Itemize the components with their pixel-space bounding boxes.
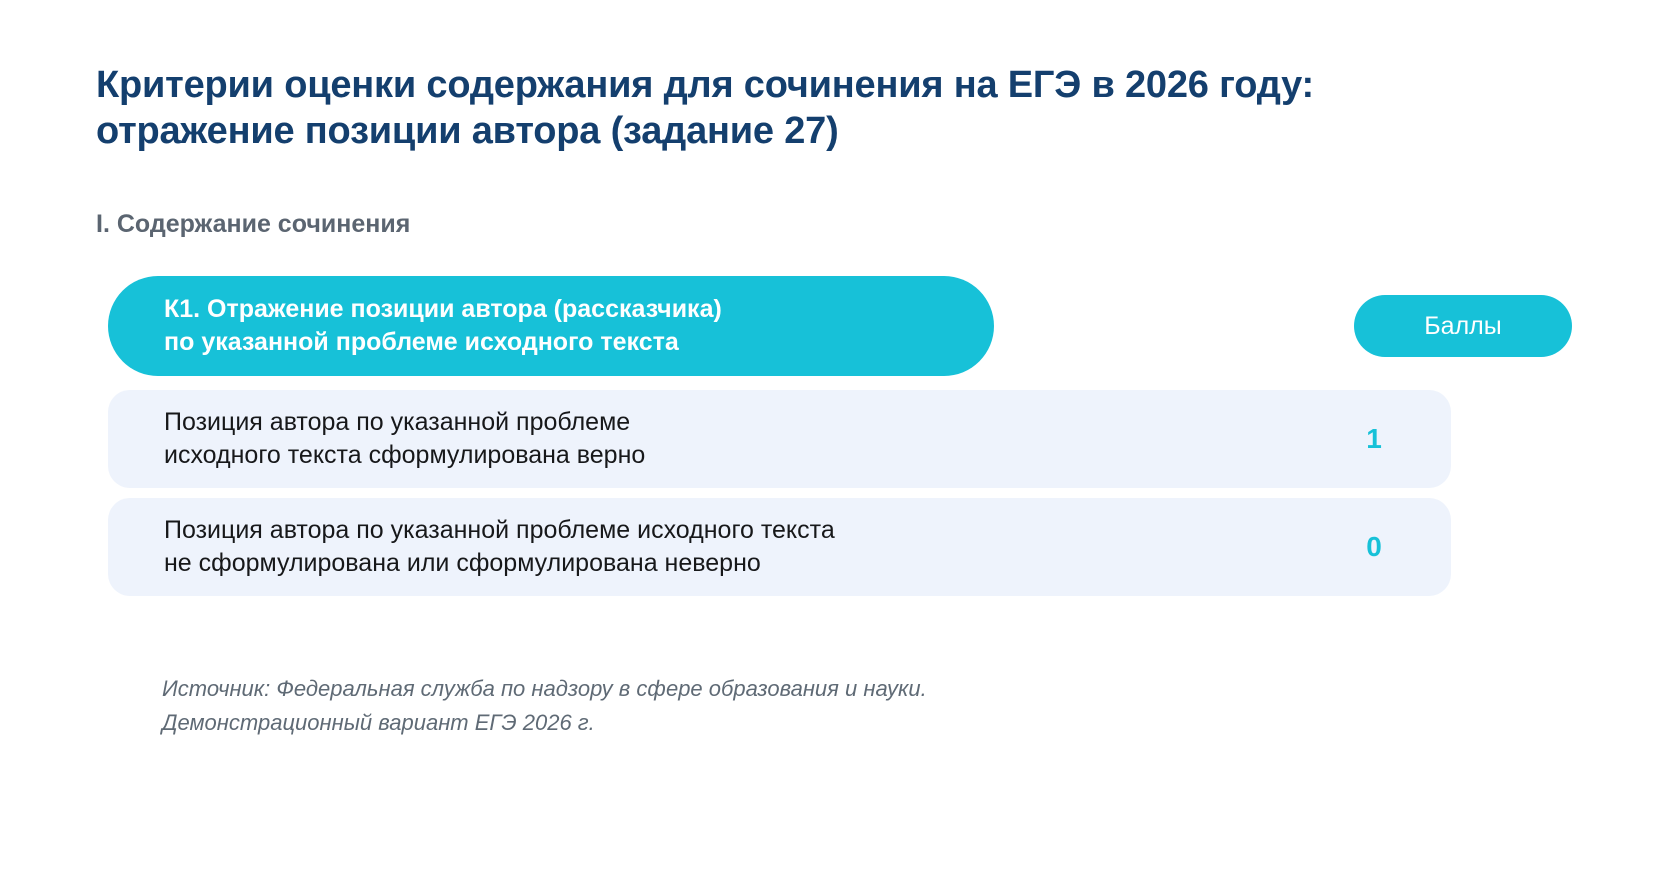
page-title-line-2: отражение позиции автора (задание 27) — [96, 110, 839, 152]
page-title-line-1: Критерии оценки содержания для сочинения… — [96, 64, 1314, 106]
table-row: Позиция автора по указанной проблеме исх… — [108, 498, 1572, 596]
criteria-table: К1. Отражение позиции автора (рассказчик… — [108, 276, 1572, 606]
criterion-text-line-2: исходного текста сформулирована верно — [164, 441, 646, 469]
source-note-line-1: Источник: Федеральная служба по надзору … — [162, 676, 927, 701]
table-header-row: К1. Отражение позиции автора (рассказчик… — [108, 276, 1572, 380]
criterion-text-pill: Позиция автора по указанной проблеме исх… — [108, 498, 1451, 596]
criterion-header-line-2: по указанной проблеме исходного текста — [164, 328, 679, 356]
criterion-score-value: 0 — [1366, 531, 1382, 562]
criterion-header-line-1: К1. Отражение позиции автора (рассказчик… — [164, 295, 722, 323]
criterion-text-line-1: Позиция автора по указанной проблеме — [164, 408, 631, 436]
table-row: Позиция автора по указанной проблеме исх… — [108, 390, 1572, 488]
score-header-label: Баллы — [1424, 311, 1502, 340]
score-header-pill: Баллы — [1354, 295, 1572, 357]
criterion-header-pill: К1. Отражение позиции автора (рассказчик… — [108, 276, 994, 376]
criterion-score-value: 1 — [1366, 423, 1382, 454]
source-note: Источник: Федеральная служба по надзору … — [162, 672, 927, 740]
criterion-text-line-2: не сформулирована или сформулирована нев… — [164, 549, 761, 577]
section-subtitle: I. Содержание сочинения — [96, 210, 411, 238]
source-note-line-2: Демонстрационный вариант ЕГЭ 2026 г. — [162, 710, 595, 735]
page-title: Критерии оценки содержания для сочинения… — [96, 62, 1516, 154]
criterion-text-line-1: Позиция автора по указанной проблеме исх… — [164, 516, 835, 544]
criterion-text-pill: Позиция автора по указанной проблеме исх… — [108, 390, 1451, 488]
